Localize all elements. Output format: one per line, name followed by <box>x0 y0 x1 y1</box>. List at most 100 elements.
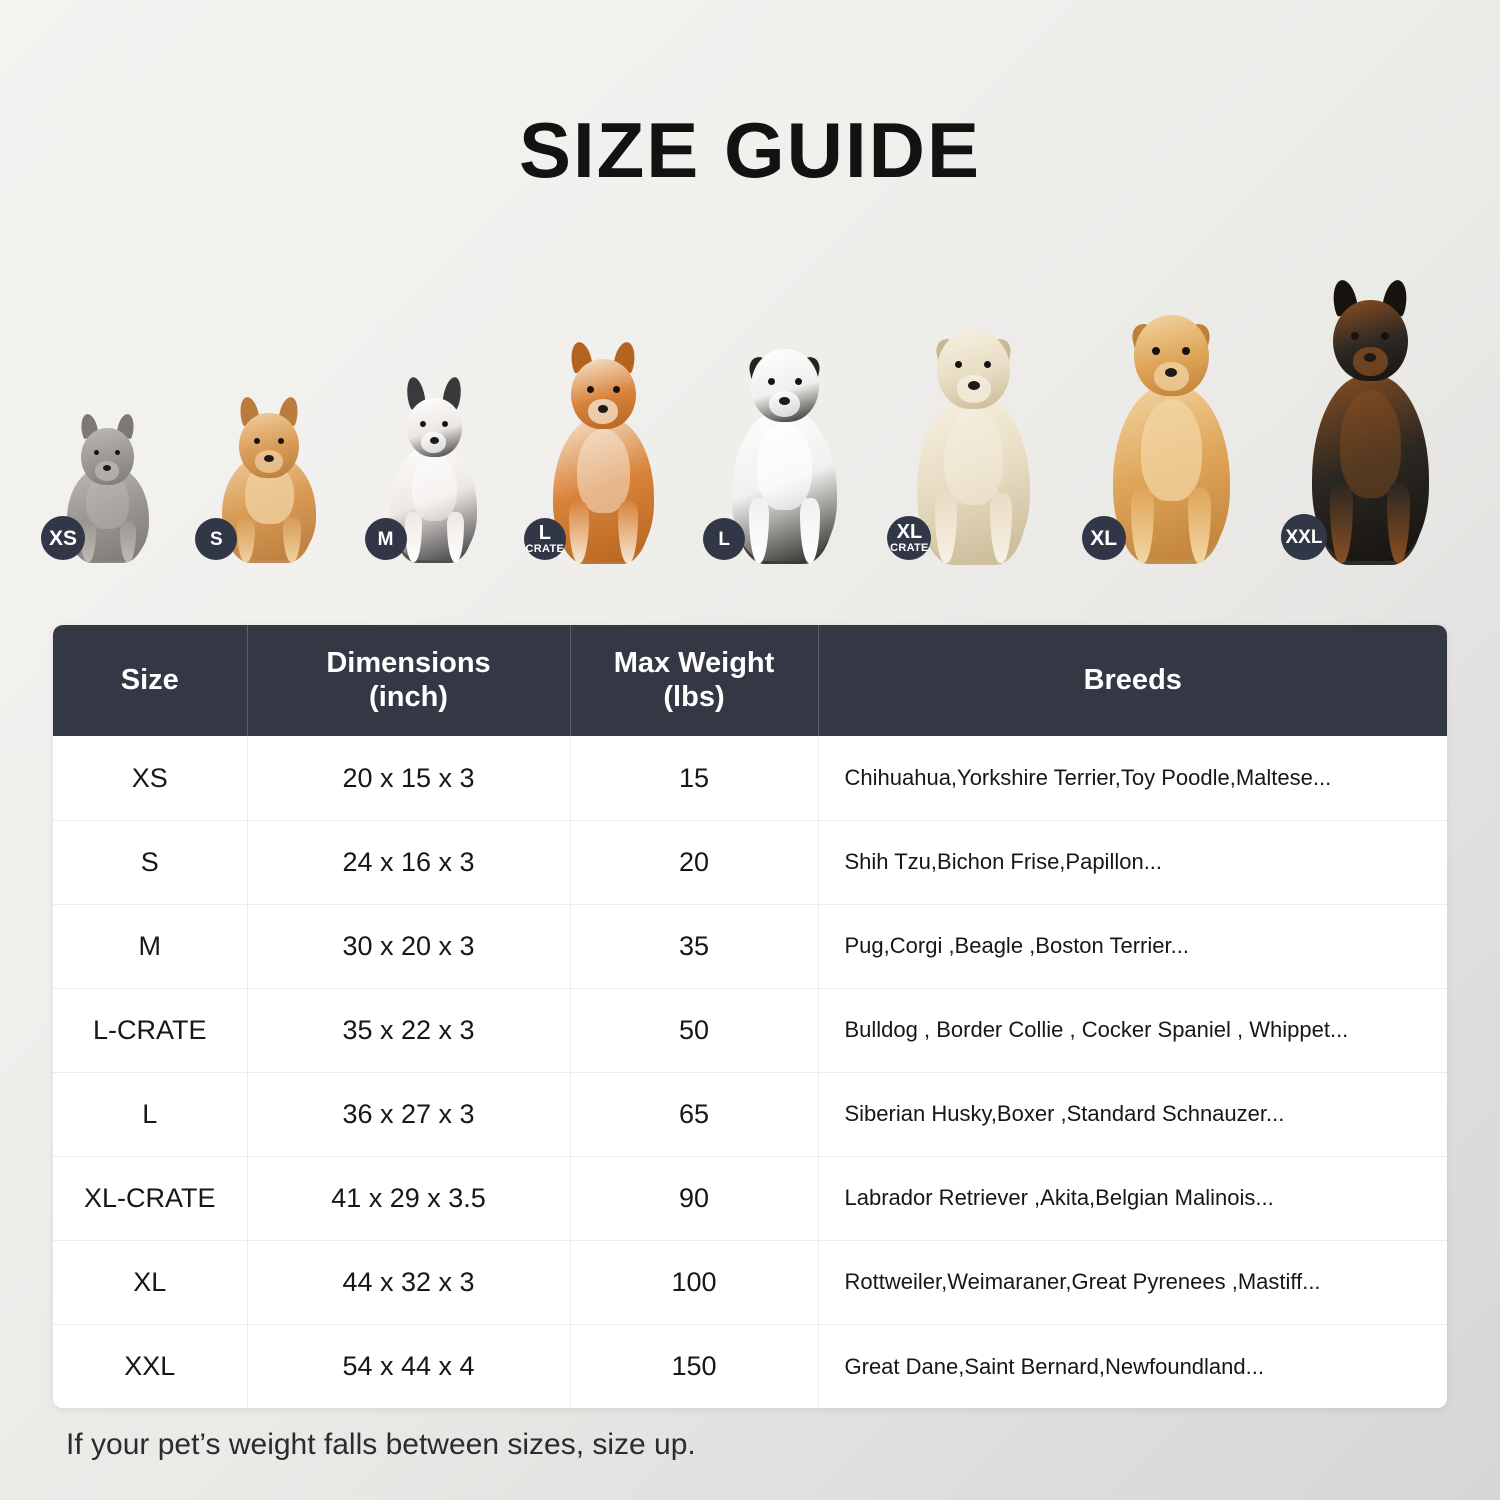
animal-size-row: XS S M L CRATE L XL CRATE XL XXL <box>41 260 1445 565</box>
size-badge-s: S <box>195 518 238 560</box>
cell-size: XL <box>53 1240 248 1325</box>
pet-nose <box>1164 368 1177 377</box>
table-header: Size Dimensions (inch) Max Weight (lbs) … <box>53 625 1447 737</box>
pet-eye <box>254 438 261 444</box>
pet-silhouette-labrador-retriever <box>901 325 1046 565</box>
pet-chest <box>1339 390 1401 498</box>
pet-front-leg <box>404 512 422 562</box>
size-table: Size Dimensions (inch) Max Weight (lbs) … <box>53 625 1447 1409</box>
size-badge-sublabel: CRATE <box>890 542 929 554</box>
table-row: XL 44 x 32 x 3 100 Rottweiler,Weimaraner,Gr… <box>53 1240 1447 1325</box>
size-badge-xxl: XXL <box>1280 514 1327 560</box>
animal-figure: XL <box>1081 310 1246 564</box>
pet-silhouette-cat-gray <box>55 412 160 563</box>
pet-nose <box>103 465 111 471</box>
cell-max-weight: 100 <box>570 1240 819 1325</box>
page-title: SIZE GUIDE <box>518 106 982 194</box>
cell-dimensions: 20 x 15 x 3 <box>247 736 571 821</box>
cell-max-weight: 35 <box>570 904 819 989</box>
footer-note: If your pet’s weight falls between sizes… <box>66 1428 696 1461</box>
cell-max-weight: 65 <box>570 1072 819 1157</box>
pet-eye <box>441 421 448 427</box>
animal-figure: L <box>703 345 852 564</box>
size-badge-label: L <box>538 522 551 544</box>
size-badge-xs: XS <box>41 516 85 560</box>
pet-front-leg <box>237 517 256 562</box>
pet-eye <box>984 361 992 368</box>
animal-figure: XL CRATE <box>887 325 1046 565</box>
pet-front-leg <box>568 501 589 563</box>
table-body: XS 20 x 15 x 3 15 Chihuahua,Yorkshire Terri… <box>53 736 1447 1409</box>
column-header-size-label: Size <box>120 663 179 696</box>
cell-breeds: Rottweiler,Weimaraner,Great Pyrenees ,Ma… <box>818 1240 1447 1325</box>
pet-nose <box>1363 353 1376 362</box>
pet-silhouette-shiba-inu <box>538 340 668 564</box>
size-badge-l-crate: L CRATE <box>523 518 566 560</box>
cell-breeds: Pug,Corgi ,Beagle ,Boston Terrier... <box>818 904 1447 989</box>
animal-slot-l: L <box>703 345 852 564</box>
pet-front-leg <box>990 492 1013 563</box>
pet-front-leg <box>446 512 464 562</box>
table-row: XS 20 x 15 x 3 15 Chihuahua,Yorkshire Terri… <box>53 736 1447 821</box>
pet-chest <box>1140 399 1202 501</box>
cell-size: XS <box>53 736 248 821</box>
column-header-dimensions: Dimensions (inch) <box>247 625 571 737</box>
table-row: L-CRATE 35 x 22 x 3 50 Bulldog , Border Col… <box>53 988 1447 1073</box>
cell-max-weight: 15 <box>570 736 819 821</box>
cell-dimensions: 54 x 44 x 4 <box>247 1324 571 1409</box>
animal-slot-m: M <box>364 375 489 563</box>
animal-figure: S <box>195 395 329 563</box>
pet-nose <box>779 397 791 405</box>
pet-chest <box>411 454 457 521</box>
table-row: M 30 x 20 x 3 35 Pug,Corgi ,Beagle ,Boston … <box>53 904 1447 989</box>
animal-figure: M <box>364 375 489 563</box>
pet-silhouette-doberman <box>1295 278 1445 565</box>
table-row: L 36 x 27 x 3 65 Siberian Husky,Boxer ,Stan… <box>53 1072 1447 1157</box>
pet-eye <box>419 421 426 427</box>
pet-front-leg <box>1130 488 1154 563</box>
pet-front-leg <box>1329 483 1353 563</box>
animal-slot-xxl: XXL <box>1280 278 1445 565</box>
animal-slot-l-crate: L CRATE <box>523 340 668 564</box>
column-header-max-weight: Max Weight (lbs) <box>570 625 819 737</box>
pet-chest <box>757 422 813 510</box>
pet-silhouette-french-bulldog <box>379 375 489 563</box>
size-badge-m: M <box>364 518 407 560</box>
cell-dimensions: 30 x 20 x 3 <box>247 904 571 989</box>
pet-front-leg <box>1386 483 1410 563</box>
animal-slot-xl-crate: XL CRATE <box>887 325 1046 565</box>
column-header-size: Size <box>53 625 248 737</box>
cell-max-weight: 50 <box>570 988 819 1073</box>
pet-front-leg <box>935 492 958 563</box>
size-badge-sublabel: CRATE <box>525 543 565 555</box>
pet-eye <box>795 378 803 385</box>
cell-dimensions: 24 x 16 x 3 <box>247 820 571 905</box>
cell-size: XL-CRATE <box>53 1156 248 1241</box>
pet-silhouette-border-collie <box>717 345 852 564</box>
pet-front-leg <box>1187 488 1211 563</box>
size-badge-label: L <box>718 528 730 550</box>
table-row: XXL 54 x 44 x 4 150 Great Dane,Saint Bernar… <box>53 1324 1447 1409</box>
pet-eye <box>955 361 963 368</box>
cell-size: L <box>53 1072 248 1157</box>
size-badge-label: XS <box>48 526 77 550</box>
size-badge-label: XL <box>1090 526 1118 550</box>
pet-eye <box>612 386 620 393</box>
cell-max-weight: 20 <box>570 820 819 905</box>
pet-front-leg <box>120 521 136 562</box>
pet-eye <box>278 438 285 444</box>
column-header-breeds: Breeds <box>818 625 1447 737</box>
column-header-dimensions-label: Dimensions <box>326 647 491 679</box>
pet-nose <box>968 381 981 390</box>
column-header-max-weight-unit: (lbs) <box>663 680 725 713</box>
pet-nose <box>597 405 608 413</box>
cell-size: XXL <box>53 1324 248 1409</box>
pet-chest <box>944 409 1004 505</box>
size-badge-label: S <box>209 528 223 550</box>
pet-eye <box>115 450 120 455</box>
cell-dimensions: 35 x 22 x 3 <box>247 988 571 1073</box>
cell-breeds: Siberian Husky,Boxer ,Standard Schnauzer… <box>818 1072 1447 1157</box>
pet-front-leg <box>617 501 638 563</box>
table-header-row: Size Dimensions (inch) Max Weight (lbs) … <box>53 625 1447 737</box>
